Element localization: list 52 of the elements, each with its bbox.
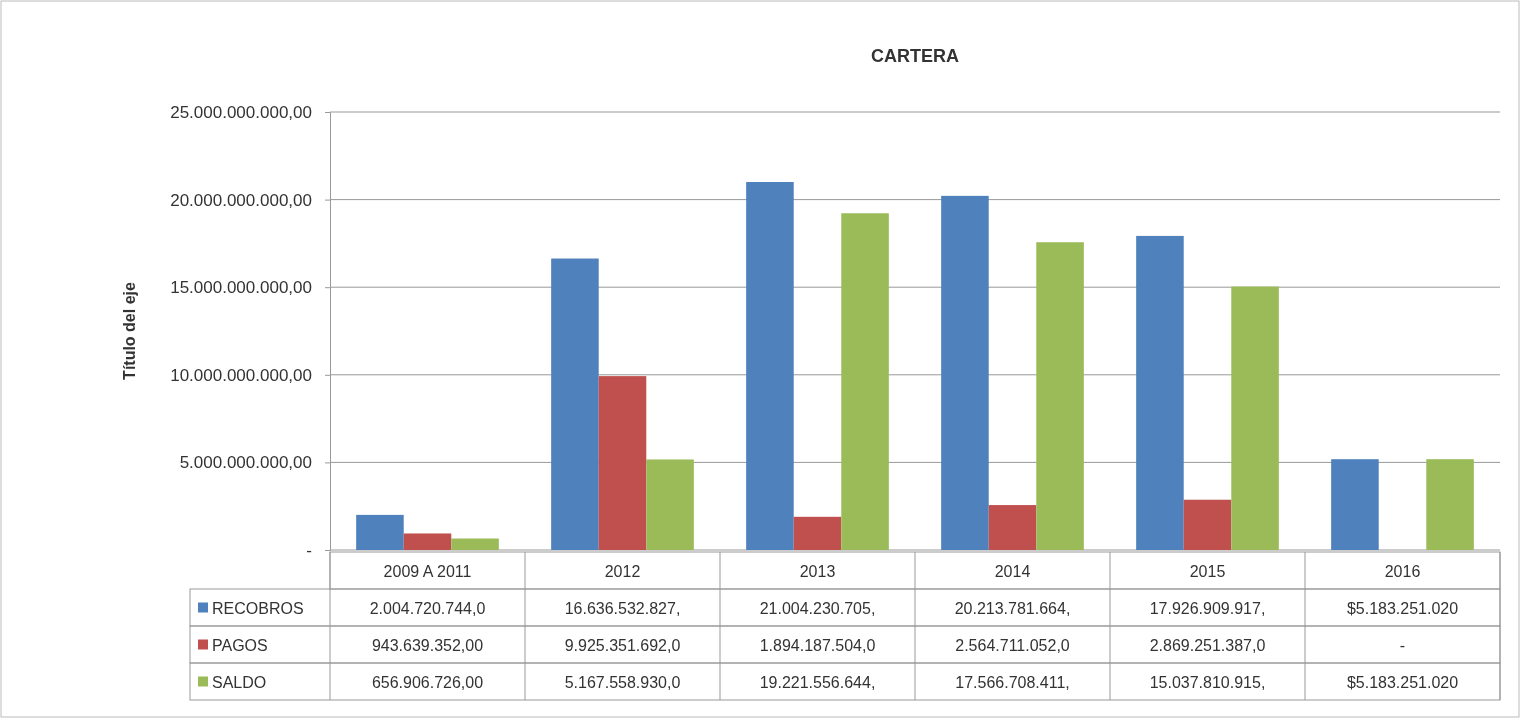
bar bbox=[646, 459, 694, 550]
legend-label: PAGOS bbox=[212, 636, 268, 654]
bar bbox=[551, 258, 599, 550]
bar bbox=[598, 376, 647, 550]
x-tick-label: 2015 bbox=[1189, 562, 1226, 580]
bar bbox=[793, 516, 842, 550]
y-tick-label: 15.000.000.000,00 bbox=[170, 278, 312, 298]
bar bbox=[1036, 242, 1084, 550]
x-tick-label: 2014 bbox=[994, 562, 1031, 580]
bar bbox=[451, 538, 499, 550]
data-label: 19.221.556.644, bbox=[759, 673, 876, 691]
x-tick-label: 2016 bbox=[1384, 562, 1421, 580]
data-label: 1.894.187.504,0 bbox=[759, 636, 876, 654]
y-axis-title: Título del eje bbox=[121, 282, 138, 380]
bar bbox=[841, 213, 889, 550]
data-label: 656.906.726,00 bbox=[371, 673, 484, 691]
x-tick-label: 2009 A 2011 bbox=[383, 562, 472, 580]
data-label: 2.004.720.744,0 bbox=[369, 599, 486, 617]
bar bbox=[1183, 499, 1232, 550]
y-tick-label: 10.000.000.000,00 bbox=[170, 365, 312, 385]
data-label: 2.564.711.052,0 bbox=[955, 636, 1070, 654]
bar bbox=[403, 533, 452, 550]
data-label: 5.167.558.930,0 bbox=[564, 673, 681, 691]
data-label: $5.183.251.020 bbox=[1346, 599, 1459, 617]
data-label: 9.925.351.692,0 bbox=[564, 636, 681, 654]
y-tick-label: - bbox=[306, 540, 312, 560]
legend-label: RECOBROS bbox=[212, 599, 304, 617]
x-tick-label: 2012 bbox=[604, 562, 641, 580]
y-tick-label: 20.000.000.000,00 bbox=[170, 190, 312, 210]
chart-title: CARTERA bbox=[871, 46, 959, 66]
data-label: 16.636.532.827, bbox=[564, 599, 681, 617]
data-label: 17.926.909.917, bbox=[1149, 599, 1266, 617]
bar bbox=[988, 505, 1037, 550]
bar bbox=[1331, 459, 1379, 550]
bar bbox=[356, 514, 404, 550]
bar bbox=[1136, 235, 1184, 550]
bar bbox=[746, 182, 794, 550]
bar bbox=[941, 195, 989, 550]
data-label: 20.213.781.664, bbox=[954, 599, 1071, 617]
data-label: 21.004.230.705, bbox=[759, 599, 876, 617]
data-label: $5.183.251.020 bbox=[1346, 673, 1459, 691]
data-label: - bbox=[1399, 636, 1406, 654]
y-tick-label: 25.000.000.000,00 bbox=[170, 102, 312, 122]
legend-label: SALDO bbox=[212, 673, 267, 691]
x-tick-label: 2013 bbox=[799, 562, 836, 580]
data-label: 17.566.708.411, bbox=[955, 673, 1070, 691]
y-tick-label: 5.000.000.000,00 bbox=[179, 453, 312, 473]
data-label: 2.869.251.387,0 bbox=[1149, 636, 1266, 654]
data-label: 943.639.352,00 bbox=[371, 636, 484, 654]
bar bbox=[1426, 459, 1474, 550]
bar bbox=[1231, 286, 1279, 550]
data-label: 15.037.810.915, bbox=[1149, 673, 1266, 691]
